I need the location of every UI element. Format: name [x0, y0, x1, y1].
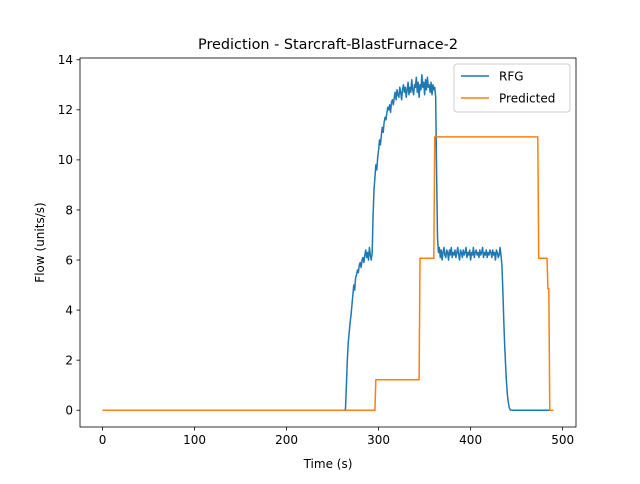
y-tick-label: 6 — [65, 253, 73, 267]
x-tick-label: 300 — [367, 433, 390, 447]
x-axis: 0 100 200 300 400 500 — [99, 427, 574, 447]
x-tick-label: 500 — [551, 433, 574, 447]
series-line-predicted — [102, 136, 554, 411]
y-axis-label: Flow (units/s) — [33, 202, 47, 282]
x-tick-label: 400 — [459, 433, 482, 447]
y-tick-label: 2 — [65, 353, 73, 367]
x-axis-label: Time (s) — [303, 457, 353, 471]
y-tick-label: 12 — [58, 103, 73, 117]
chart-title: Prediction - Starcraft-BlastFurnace-2 — [198, 37, 458, 53]
y-axis: 0 2 4 6 8 10 12 14 — [58, 53, 80, 418]
y-tick-label: 0 — [65, 404, 73, 418]
legend-label-rfg: RFG — [499, 69, 524, 83]
x-tick-label: 0 — [99, 433, 107, 447]
series-line-rfg — [102, 74, 552, 411]
y-tick-label: 14 — [58, 53, 73, 67]
x-tick-label: 100 — [183, 433, 206, 447]
x-tick-label: 200 — [275, 433, 298, 447]
y-tick-label: 10 — [58, 153, 73, 167]
legend: RFG Predicted — [453, 63, 571, 113]
legend-label-predicted: Predicted — [499, 91, 555, 105]
y-tick-label: 8 — [65, 203, 73, 217]
y-tick-label: 4 — [65, 303, 73, 317]
series-lines — [102, 74, 554, 411]
plot-frame — [79, 57, 577, 428]
